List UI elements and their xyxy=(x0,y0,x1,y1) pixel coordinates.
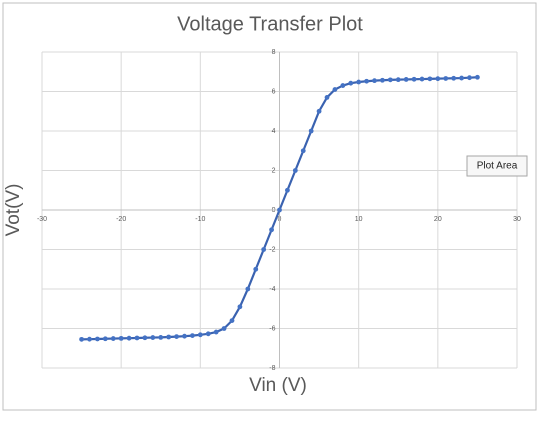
data-point xyxy=(221,326,227,331)
data-point xyxy=(213,329,219,335)
data-point xyxy=(308,128,314,134)
data-point xyxy=(459,75,464,81)
data-point xyxy=(324,95,330,100)
data-point xyxy=(190,333,195,339)
data-point xyxy=(364,78,369,84)
data-point xyxy=(150,335,156,340)
data-point xyxy=(95,336,100,342)
data-point xyxy=(79,336,84,342)
data-point xyxy=(332,87,338,92)
data-point xyxy=(205,331,211,337)
y-tick-label: 4 xyxy=(272,128,276,135)
data-point xyxy=(427,76,433,82)
data-point xyxy=(261,247,267,252)
data-point xyxy=(380,77,385,83)
y-axis-title: Vot(V) xyxy=(3,184,24,237)
data-point xyxy=(348,80,354,86)
data-point xyxy=(419,76,425,82)
data-point xyxy=(475,74,480,80)
data-point xyxy=(142,335,148,341)
plot-area: -30-20-100102030-8-6-4-202468 xyxy=(37,49,521,372)
y-tick-label: 8 xyxy=(272,49,276,56)
y-tick-label: -4 xyxy=(269,286,275,293)
data-point xyxy=(316,108,322,114)
data-point xyxy=(102,336,108,342)
data-point xyxy=(245,286,251,292)
data-point xyxy=(340,83,346,88)
chart-title: Voltage Transfer Plot xyxy=(177,13,363,35)
tooltip-box xyxy=(466,155,528,177)
data-point xyxy=(292,168,298,173)
x-tick-label: 20 xyxy=(434,216,442,223)
data-point xyxy=(253,266,259,272)
data-point xyxy=(300,148,306,154)
data-point xyxy=(443,76,449,81)
data-point xyxy=(395,77,401,83)
data-point xyxy=(237,304,243,310)
data-point xyxy=(411,76,417,82)
x-axis-title: Vin (V) xyxy=(249,375,307,396)
data-point xyxy=(134,335,140,341)
data-point xyxy=(126,335,132,341)
data-point xyxy=(118,335,124,341)
data-point xyxy=(110,336,116,341)
data-point xyxy=(435,76,441,82)
tooltip: Plot Area xyxy=(477,161,518,172)
y-tick-label: 2 xyxy=(272,167,276,174)
x-tick-label: -10 xyxy=(195,216,205,223)
data-point xyxy=(174,334,179,339)
data-point xyxy=(356,79,362,85)
y-tick-label: 6 xyxy=(272,88,276,95)
data-point xyxy=(372,78,377,84)
x-tick-label: -30 xyxy=(37,216,47,223)
data-point xyxy=(229,318,235,323)
data-point xyxy=(451,75,457,81)
data-point xyxy=(197,332,203,338)
data-point xyxy=(269,227,274,233)
x-tick-label: 10 xyxy=(355,216,363,223)
data-point xyxy=(285,187,290,193)
data-point xyxy=(277,207,282,213)
data-point xyxy=(158,334,164,340)
data-point xyxy=(87,336,92,342)
data-point xyxy=(387,77,393,83)
y-tick-label: -8 xyxy=(269,365,275,372)
y-tick-label: -2 xyxy=(269,246,275,253)
x-tick-label: -20 xyxy=(116,216,126,223)
y-tick-label: -6 xyxy=(269,325,275,332)
data-point xyxy=(182,333,187,339)
data-point xyxy=(467,75,472,81)
x-tick-label: 30 xyxy=(513,216,521,223)
data-point xyxy=(403,77,409,82)
data-point xyxy=(166,334,172,340)
